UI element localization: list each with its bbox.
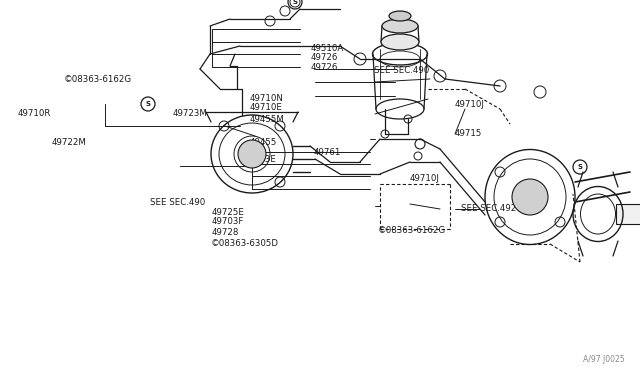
Text: 49728: 49728 (211, 228, 239, 237)
Text: 49510A: 49510A (310, 44, 344, 53)
Ellipse shape (381, 34, 419, 50)
Text: ©08363-6162G: ©08363-6162G (378, 226, 445, 235)
Text: S: S (577, 164, 582, 170)
Text: S: S (292, 0, 298, 5)
Text: 49761: 49761 (314, 148, 341, 157)
Text: 49710N: 49710N (250, 94, 284, 103)
Text: ©08363-6162G: ©08363-6162G (64, 76, 132, 84)
Text: 49710J: 49710J (410, 174, 440, 183)
Text: 49703F: 49703F (211, 217, 244, 226)
Text: 49703E: 49703E (243, 155, 276, 164)
Text: 49726: 49726 (310, 53, 338, 62)
Text: SEE SEC.490: SEE SEC.490 (374, 66, 429, 75)
Text: 49455M: 49455M (250, 115, 284, 124)
Text: 49723M: 49723M (173, 109, 207, 118)
Text: 49710J: 49710J (454, 100, 484, 109)
Circle shape (238, 140, 266, 168)
Text: 49722M: 49722M (51, 138, 86, 147)
Text: 49715: 49715 (454, 129, 482, 138)
Circle shape (512, 179, 548, 215)
Text: 49710E: 49710E (250, 103, 282, 112)
Bar (616, 204, 640, 224)
Text: ©08363-6305D: ©08363-6305D (211, 239, 279, 248)
Text: 49725E: 49725E (211, 208, 244, 217)
Text: 49710R: 49710R (18, 109, 51, 118)
Text: 49726: 49726 (310, 63, 338, 72)
Text: SEE SEC.490: SEE SEC.490 (150, 198, 205, 207)
Ellipse shape (382, 19, 418, 33)
Text: 49455: 49455 (250, 138, 277, 147)
Text: A/97 J0025: A/97 J0025 (584, 355, 625, 364)
Text: S: S (145, 101, 150, 107)
Ellipse shape (389, 11, 411, 21)
Text: SEE SEC.492: SEE SEC.492 (461, 204, 516, 213)
